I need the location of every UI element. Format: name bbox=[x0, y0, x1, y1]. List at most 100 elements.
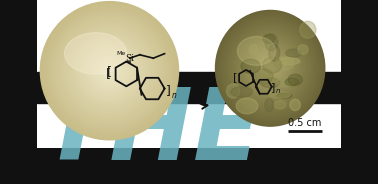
Ellipse shape bbox=[215, 10, 325, 126]
Ellipse shape bbox=[265, 63, 276, 74]
Ellipse shape bbox=[225, 21, 315, 116]
Ellipse shape bbox=[219, 14, 322, 123]
Ellipse shape bbox=[61, 22, 158, 119]
Ellipse shape bbox=[233, 29, 307, 108]
Ellipse shape bbox=[243, 39, 297, 97]
Ellipse shape bbox=[277, 78, 294, 87]
Ellipse shape bbox=[263, 34, 275, 43]
Ellipse shape bbox=[240, 36, 301, 101]
Ellipse shape bbox=[90, 51, 129, 90]
Ellipse shape bbox=[96, 57, 123, 84]
Ellipse shape bbox=[221, 16, 319, 120]
Text: THE: THE bbox=[41, 84, 262, 181]
Ellipse shape bbox=[246, 43, 294, 94]
Ellipse shape bbox=[260, 78, 280, 88]
Ellipse shape bbox=[262, 60, 278, 76]
Bar bbox=[37, 72, 341, 103]
Ellipse shape bbox=[226, 84, 240, 98]
Ellipse shape bbox=[86, 47, 133, 94]
Ellipse shape bbox=[77, 39, 141, 102]
Ellipse shape bbox=[57, 18, 162, 123]
Ellipse shape bbox=[65, 33, 127, 74]
Ellipse shape bbox=[226, 22, 314, 115]
Ellipse shape bbox=[91, 53, 127, 89]
Ellipse shape bbox=[254, 51, 287, 86]
Ellipse shape bbox=[257, 54, 283, 82]
Ellipse shape bbox=[49, 10, 170, 132]
Ellipse shape bbox=[268, 66, 272, 71]
Text: [: [ bbox=[107, 65, 112, 78]
Ellipse shape bbox=[290, 99, 301, 111]
Ellipse shape bbox=[235, 31, 305, 105]
Ellipse shape bbox=[249, 44, 257, 54]
Ellipse shape bbox=[266, 64, 274, 73]
Text: 0.5 cm: 0.5 cm bbox=[288, 118, 322, 128]
Ellipse shape bbox=[87, 49, 132, 93]
Ellipse shape bbox=[241, 37, 300, 100]
Ellipse shape bbox=[72, 33, 147, 108]
Ellipse shape bbox=[237, 34, 303, 103]
Ellipse shape bbox=[260, 58, 280, 79]
Text: ]: ] bbox=[271, 83, 276, 93]
Ellipse shape bbox=[263, 61, 277, 75]
Ellipse shape bbox=[256, 53, 284, 83]
Ellipse shape bbox=[102, 64, 116, 78]
Text: n: n bbox=[276, 88, 280, 94]
Ellipse shape bbox=[265, 34, 278, 51]
Ellipse shape bbox=[252, 49, 289, 88]
Ellipse shape bbox=[300, 21, 316, 38]
Ellipse shape bbox=[231, 86, 253, 97]
Ellipse shape bbox=[285, 78, 299, 86]
Ellipse shape bbox=[43, 4, 176, 137]
Ellipse shape bbox=[244, 40, 296, 96]
Text: ]: ] bbox=[166, 84, 170, 97]
Ellipse shape bbox=[259, 57, 281, 80]
Ellipse shape bbox=[267, 65, 273, 72]
Ellipse shape bbox=[65, 26, 154, 115]
Ellipse shape bbox=[104, 65, 115, 76]
Ellipse shape bbox=[60, 21, 159, 121]
Ellipse shape bbox=[262, 74, 279, 82]
Ellipse shape bbox=[70, 31, 150, 111]
Ellipse shape bbox=[239, 35, 302, 102]
Ellipse shape bbox=[274, 101, 286, 109]
Ellipse shape bbox=[249, 46, 291, 90]
Ellipse shape bbox=[269, 67, 271, 69]
Ellipse shape bbox=[94, 56, 125, 86]
Ellipse shape bbox=[269, 45, 280, 61]
Ellipse shape bbox=[255, 52, 285, 84]
Ellipse shape bbox=[101, 62, 118, 79]
Ellipse shape bbox=[277, 93, 292, 98]
Ellipse shape bbox=[229, 24, 312, 112]
Ellipse shape bbox=[93, 54, 126, 87]
Ellipse shape bbox=[81, 42, 138, 100]
Ellipse shape bbox=[269, 92, 290, 98]
Text: Me: Me bbox=[116, 51, 125, 56]
Ellipse shape bbox=[217, 12, 324, 125]
Ellipse shape bbox=[237, 36, 276, 65]
Ellipse shape bbox=[97, 58, 122, 83]
Ellipse shape bbox=[40, 2, 178, 140]
Ellipse shape bbox=[100, 61, 119, 80]
Ellipse shape bbox=[251, 47, 290, 89]
Ellipse shape bbox=[224, 20, 316, 117]
Text: n: n bbox=[171, 91, 176, 100]
Ellipse shape bbox=[279, 58, 300, 65]
Ellipse shape bbox=[45, 6, 174, 136]
Ellipse shape bbox=[64, 25, 155, 116]
Ellipse shape bbox=[108, 69, 111, 72]
Ellipse shape bbox=[56, 17, 163, 125]
Ellipse shape bbox=[53, 14, 166, 127]
Ellipse shape bbox=[83, 45, 136, 97]
Ellipse shape bbox=[58, 20, 161, 122]
Ellipse shape bbox=[236, 98, 258, 114]
Ellipse shape bbox=[98, 60, 121, 82]
Ellipse shape bbox=[241, 59, 260, 73]
Ellipse shape bbox=[74, 35, 146, 107]
Ellipse shape bbox=[236, 32, 304, 104]
Ellipse shape bbox=[218, 13, 322, 124]
Ellipse shape bbox=[68, 29, 151, 112]
Ellipse shape bbox=[54, 15, 165, 126]
Ellipse shape bbox=[51, 13, 167, 129]
Ellipse shape bbox=[67, 28, 152, 114]
